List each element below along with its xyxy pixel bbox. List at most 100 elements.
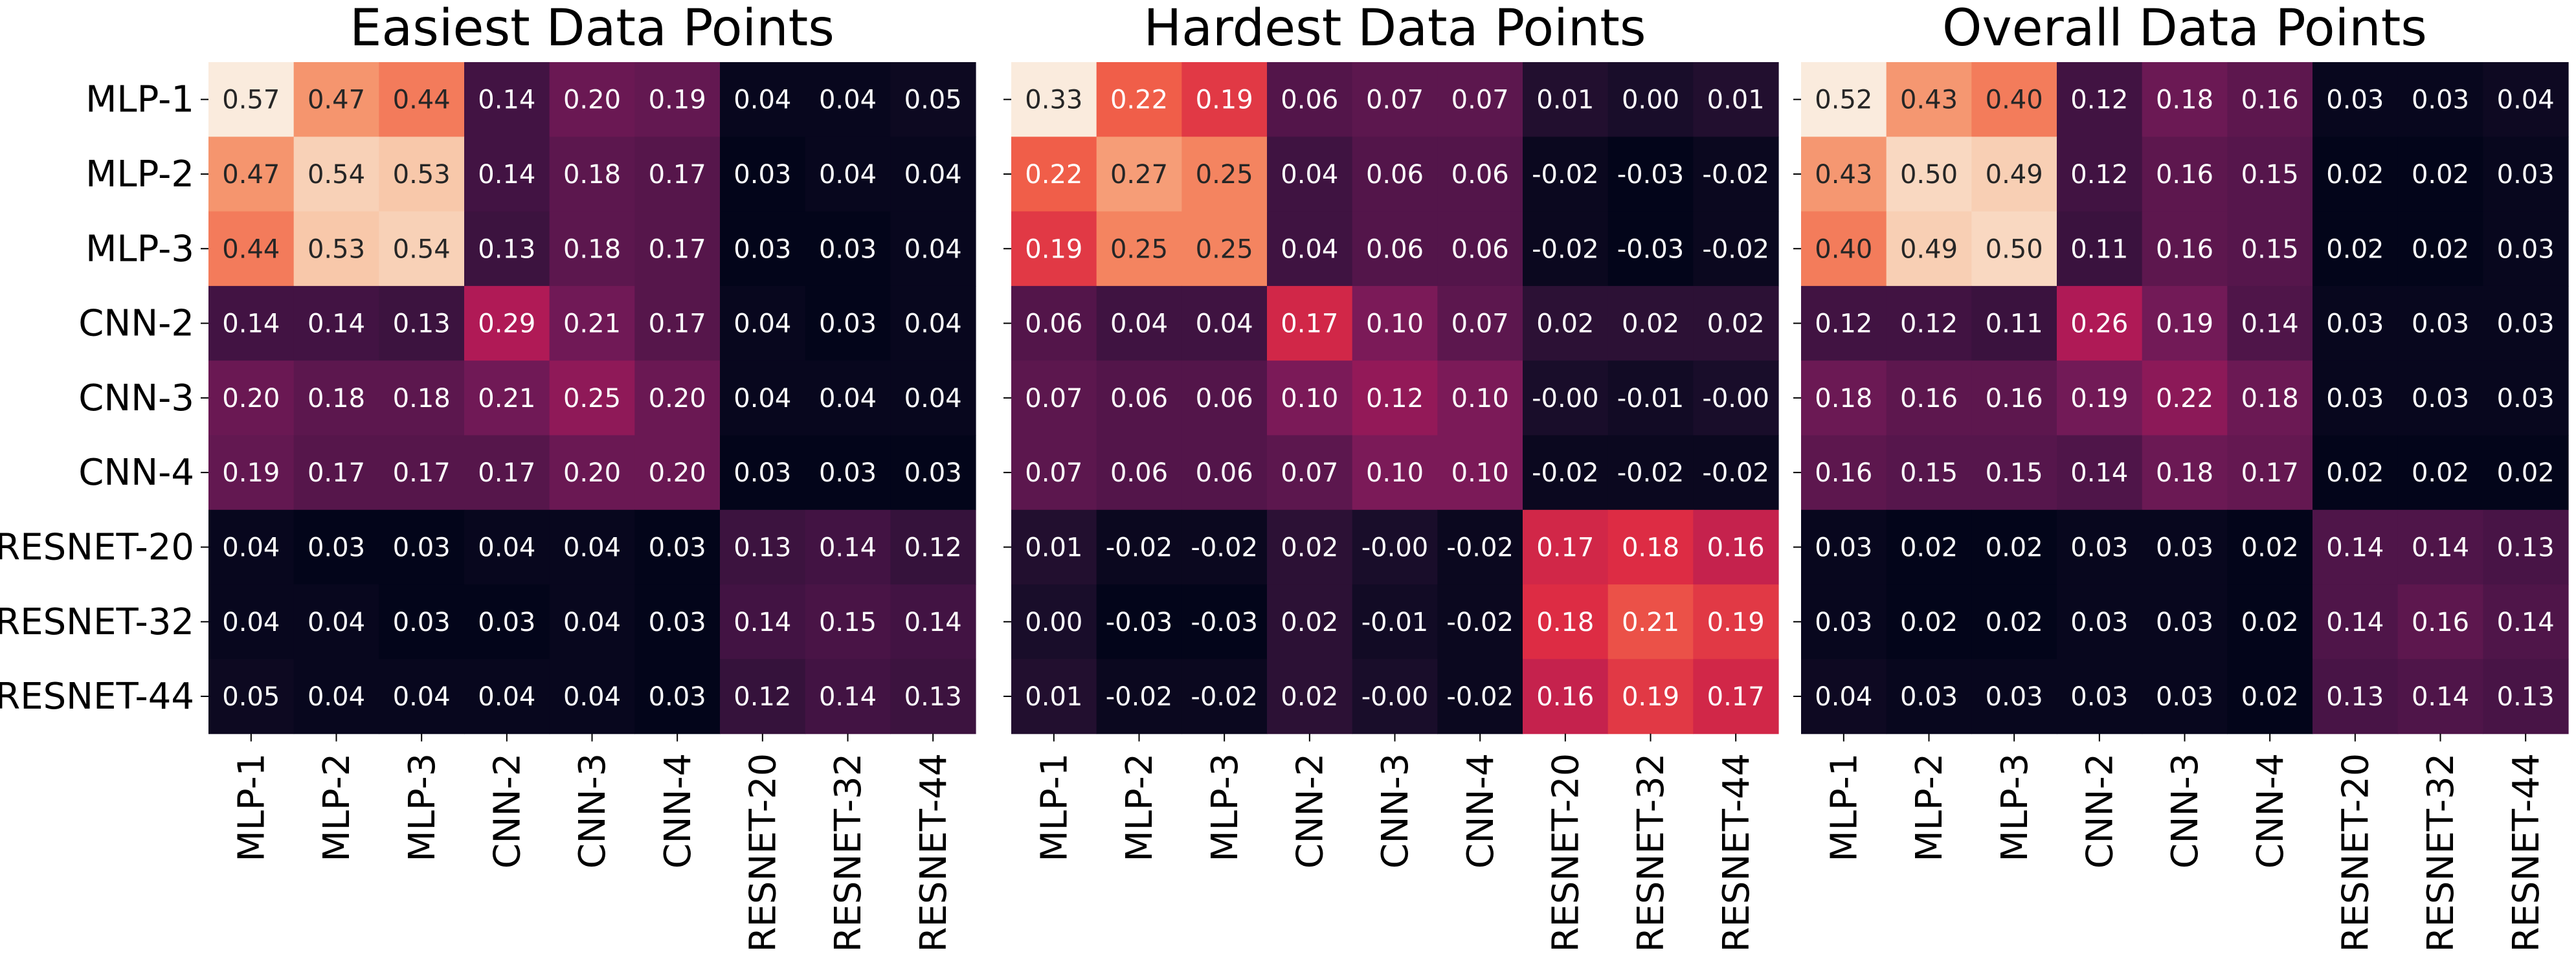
heatmap-cell — [2057, 137, 2143, 212]
cell-value-label: 0.20 — [649, 384, 706, 414]
cell-value-label: 0.47 — [308, 85, 365, 115]
heatmap-cell — [1971, 285, 2057, 361]
cell-value-label: 0.21 — [563, 309, 621, 339]
heatmap-cell — [2227, 659, 2313, 735]
heatmap-cell — [1437, 509, 1523, 585]
heatmap-cell — [379, 211, 465, 287]
heatmap-cell — [1352, 211, 1438, 287]
cell-value-label: 0.13 — [478, 234, 535, 264]
heatmap-cell — [2397, 584, 2483, 659]
heatmap-cell — [1886, 211, 1972, 287]
cell-value-label: 0.49 — [1900, 234, 1958, 264]
cell-value-label: 0.16 — [1986, 384, 2043, 414]
cell-value-label: 0.18 — [1536, 608, 1594, 637]
heatmap-cell — [1096, 211, 1182, 287]
cell-value-label: 0.43 — [1900, 85, 1958, 115]
heatmap-cell — [293, 435, 379, 511]
cell-value-label: 0.03 — [2497, 384, 2555, 414]
cell-value-label: 0.03 — [393, 608, 451, 637]
x-tick-label: MLP-1 — [1033, 753, 1075, 862]
heatmap-cell — [634, 211, 721, 287]
heatmap-cell — [208, 137, 295, 212]
heatmap-cell — [293, 659, 379, 735]
cell-value-label: 0.18 — [2156, 85, 2213, 115]
cell-value-label: -0.02 — [1617, 458, 1685, 488]
heatmap-cell — [1437, 285, 1523, 361]
heatmap-cell — [634, 509, 721, 585]
panel-title: Overall Data Points — [1942, 0, 2427, 58]
cell-value-label: 0.15 — [2241, 234, 2299, 264]
cell-value-label: 0.15 — [1986, 458, 2043, 488]
heatmap-cell — [1801, 285, 1887, 361]
heatmap-cell — [2057, 360, 2143, 436]
heatmap-cell — [2397, 435, 2483, 511]
cell-value-label: 0.13 — [2497, 682, 2555, 712]
heatmap-cell — [2142, 211, 2228, 287]
cell-value-label: 0.18 — [393, 384, 451, 414]
heatmap-cell — [1523, 435, 1609, 511]
x-tick-label: CNN-2 — [486, 753, 528, 869]
cell-value-label: 0.01 — [1707, 85, 1765, 115]
cell-value-label: 0.03 — [2326, 85, 2384, 115]
heatmap-cell — [1523, 360, 1609, 436]
cell-value-label: 0.15 — [819, 608, 877, 637]
cell-value-label: 0.20 — [222, 384, 280, 414]
heatmap-cell — [1011, 435, 1097, 511]
heatmap-cell — [1352, 137, 1438, 212]
x-tick-label: MLP-2 — [1119, 753, 1161, 862]
y-tick-label: RESNET-44 — [0, 676, 194, 718]
cell-value-label: 0.14 — [2326, 533, 2384, 562]
cell-value-label: 0.15 — [1900, 458, 1958, 488]
heatmap-cell — [720, 285, 806, 361]
heatmap-cell — [2057, 62, 2143, 137]
x-tick-label: CNN-4 — [2250, 753, 2292, 869]
cell-value-label: 0.07 — [1451, 85, 1509, 115]
heatmap-cell — [293, 360, 379, 436]
cell-value-label: 0.17 — [2241, 458, 2299, 488]
heatmap-cell — [1693, 137, 1779, 212]
cell-value-label: 0.03 — [2070, 533, 2128, 562]
heatmap-cell — [805, 509, 891, 585]
cell-value-label: 0.04 — [2497, 85, 2555, 115]
x-tick-label: RESNET-44 — [913, 753, 955, 953]
cell-value-label: 0.49 — [1986, 160, 2043, 190]
heatmap-cell — [1352, 285, 1438, 361]
heatmap-cell — [1886, 360, 1972, 436]
heatmap-cell — [1182, 360, 1268, 436]
x-tick-label: MLP-3 — [1204, 753, 1246, 862]
cell-value-label: -0.00 — [1361, 533, 1429, 562]
heatmap-cell — [2313, 62, 2399, 137]
heatmap-cell — [464, 62, 550, 137]
cell-value-label: -0.02 — [1191, 533, 1258, 562]
cell-value-label: 0.43 — [1815, 160, 1872, 190]
heatmap-cell — [2142, 435, 2228, 511]
heatmap-cell — [2313, 360, 2399, 436]
cell-value-label: 0.17 — [649, 234, 706, 264]
cell-value-label: 0.53 — [308, 234, 365, 264]
heatmap-cell — [2057, 509, 2143, 585]
cell-value-label: 0.40 — [1986, 85, 2043, 115]
heatmap-cell — [1801, 137, 1887, 212]
heatmap-cell — [720, 435, 806, 511]
cell-value-label: 0.04 — [1281, 160, 1338, 190]
cell-value-label: 0.03 — [2156, 533, 2213, 562]
heatmap-cell — [1801, 435, 1887, 511]
cell-value-label: -0.02 — [1532, 458, 1599, 488]
heatmap-cell — [1693, 211, 1779, 287]
cell-value-label: 0.20 — [649, 458, 706, 488]
cell-value-label: 0.03 — [2156, 682, 2213, 712]
heatmap-cell — [1182, 584, 1268, 659]
heatmap-cell — [2483, 360, 2569, 436]
heatmap-cell — [1352, 509, 1438, 585]
cell-value-label: 0.03 — [2070, 682, 2128, 712]
heatmap-cell — [1971, 211, 2057, 287]
cell-value-label: 0.03 — [393, 533, 451, 562]
heatmap-cell — [2397, 509, 2483, 585]
cell-value-label: -0.02 — [1446, 608, 1514, 637]
cell-value-label: 0.14 — [819, 533, 877, 562]
cell-value-label: 0.10 — [1451, 458, 1509, 488]
cell-value-label: 0.13 — [2497, 533, 2555, 562]
cell-value-label: 0.17 — [1281, 309, 1338, 339]
cell-value-label: 0.25 — [563, 384, 621, 414]
heatmap-cell — [1801, 211, 1887, 287]
